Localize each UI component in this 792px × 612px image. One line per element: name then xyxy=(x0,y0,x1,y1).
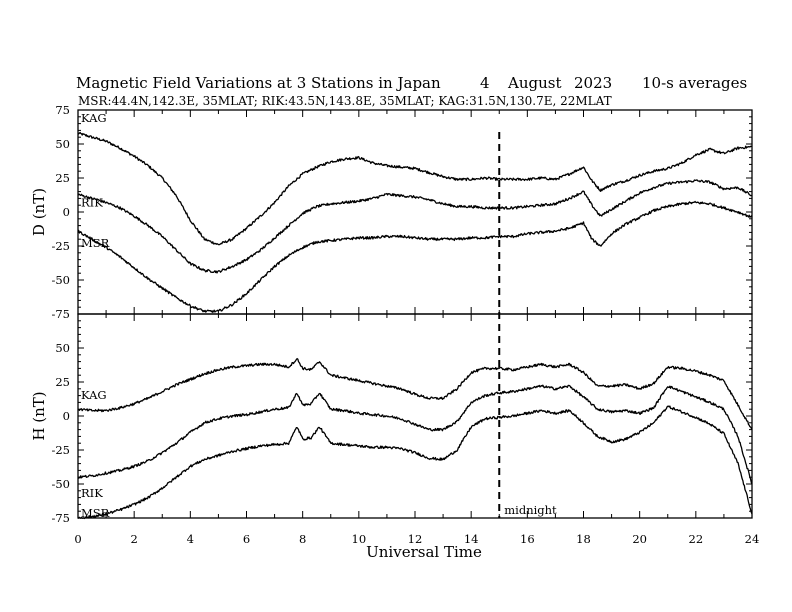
xtick-label: 10 xyxy=(352,532,367,546)
xtick-label: 20 xyxy=(632,532,647,546)
xtick-label: 8 xyxy=(299,532,306,546)
xtick-label: 6 xyxy=(243,532,250,546)
d-ytick-label: -75 xyxy=(51,307,70,321)
xtick-label: 18 xyxy=(576,532,591,546)
chart-averaging: 10-s averages xyxy=(642,74,747,92)
d-ytick-label: 50 xyxy=(55,137,70,151)
h-axis-label: H (nT) xyxy=(30,391,48,440)
d-ytick-label: 25 xyxy=(55,171,70,185)
h-ytick-label: 0 xyxy=(63,409,70,423)
chart-title: Magnetic Field Variations at 3 Stations … xyxy=(76,74,441,92)
h-trace-rik xyxy=(77,384,753,485)
h-ytick-label: -25 xyxy=(51,443,70,457)
chart-subtitle: MSR:44.4N,142.3E, 35MLAT; RIK:43.5N,143.… xyxy=(78,94,612,108)
d-station-label-msr: MSR xyxy=(81,236,110,250)
xtick-label: 14 xyxy=(464,532,479,546)
d-trace-kag xyxy=(77,131,753,246)
d-ytick-label: 0 xyxy=(63,205,70,219)
h-trace-kag xyxy=(77,357,753,430)
h-station-label-msr: MSR xyxy=(81,506,110,520)
h-ytick-label: -75 xyxy=(51,511,70,525)
h-trace-msr xyxy=(77,405,753,520)
xtick-label: 12 xyxy=(408,532,423,546)
h-panel-frame xyxy=(77,313,753,519)
h-ytick-label: 50 xyxy=(55,341,70,355)
d-ytick-label: -50 xyxy=(51,273,70,287)
xtick-label: 4 xyxy=(187,532,194,546)
h-station-label-kag: KAG xyxy=(81,388,107,402)
xtick-label: 2 xyxy=(131,532,138,546)
h-ytick-label: 25 xyxy=(55,375,70,389)
midnight-annotation: midnight xyxy=(504,503,557,517)
h-station-label-rik: RIK xyxy=(81,486,103,500)
chart-day: 4 xyxy=(480,74,490,92)
station-label-layer: KAG RIK MSR KAG RIK MSR xyxy=(81,111,110,520)
d-axis-label: D (nT) xyxy=(30,188,48,236)
xtick-label: 16 xyxy=(520,532,535,546)
d-trace-rik xyxy=(77,179,753,274)
d-station-label-kag: KAG xyxy=(81,111,107,125)
chart-year: 2023 xyxy=(574,74,612,92)
d-ytick-label: 75 xyxy=(55,103,70,117)
xtick-label: 0 xyxy=(74,532,81,546)
d-station-label-rik: RIK xyxy=(81,195,103,209)
d-trace-msr xyxy=(77,200,753,314)
d-ytick-label: -25 xyxy=(51,239,70,253)
x-axis-label: Universal Time xyxy=(366,543,482,561)
trace-layer xyxy=(77,131,753,520)
chart-month: August xyxy=(507,74,561,92)
xtick-label: 24 xyxy=(745,532,760,546)
xtick-label: 22 xyxy=(689,532,704,546)
h-ytick-label: -50 xyxy=(51,477,70,491)
